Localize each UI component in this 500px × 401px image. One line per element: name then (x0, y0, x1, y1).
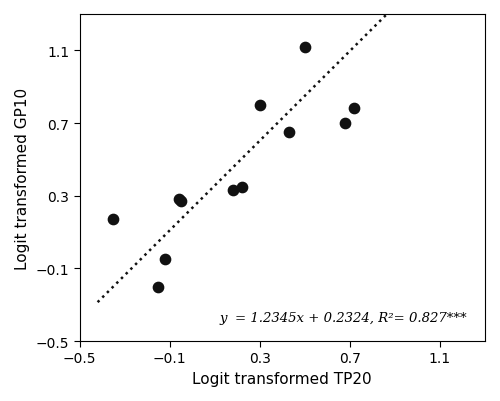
Point (228, 188, 236, 194)
Point (174, 196, 182, 203)
Point (301, 45, 309, 51)
Point (342, 120, 349, 127)
Point (285, 130, 293, 136)
Point (110, 217, 118, 223)
Point (161, 256, 169, 263)
Point (154, 284, 162, 290)
Point (256, 102, 264, 109)
X-axis label: Logit transformed TP20: Logit transformed TP20 (192, 371, 372, 386)
Y-axis label: Logit transformed GP10: Logit transformed GP10 (15, 87, 30, 269)
Point (177, 198, 185, 205)
Text: y  = 1.2345x + 0.2324, R²= 0.827***: y = 1.2345x + 0.2324, R²= 0.827*** (219, 311, 467, 324)
Point (238, 184, 246, 190)
Point (350, 106, 358, 112)
